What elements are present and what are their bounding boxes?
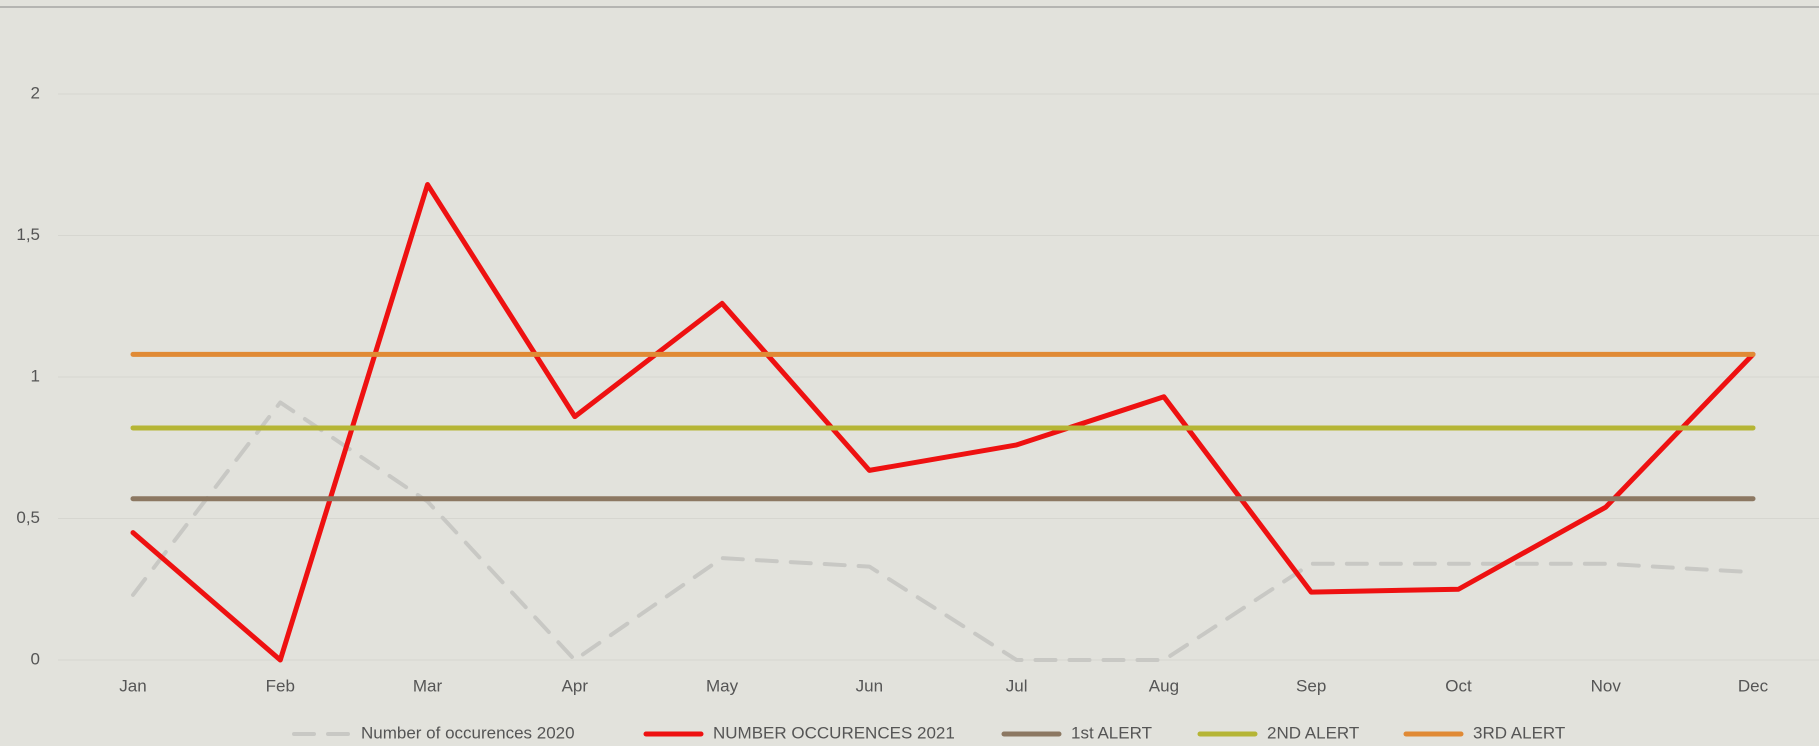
legend-label: 3RD ALERT (1473, 723, 1565, 742)
legend-label: 2ND ALERT (1267, 723, 1359, 742)
x-tick-label: Feb (266, 676, 295, 695)
y-tick-label: 1,5 (16, 225, 40, 244)
y-tick-label: 2 (31, 83, 40, 102)
x-tick-label: May (706, 676, 739, 695)
legend-label: Number of occurences 2020 (361, 723, 575, 742)
x-tick-label: Jul (1006, 676, 1028, 695)
x-tick-label: Mar (413, 676, 443, 695)
y-tick-label: 1 (31, 366, 40, 385)
legend-label: 1st ALERT (1071, 723, 1152, 742)
series-line (131, 400, 1755, 662)
x-tick-label: Nov (1591, 676, 1622, 695)
x-tick-label: Oct (1445, 676, 1472, 695)
x-tick-label: Sep (1296, 676, 1326, 695)
x-tick-label: Aug (1149, 676, 1179, 695)
y-tick-label: 0,5 (16, 508, 40, 527)
y-tick-label: 0 (31, 649, 40, 668)
series-line (130, 182, 1756, 663)
x-tick-label: Jan (119, 676, 146, 695)
legend-label: NUMBER OCCURENCES 2021 (713, 723, 955, 742)
x-tick-label: Apr (562, 676, 589, 695)
x-tick-label: Jun (856, 676, 883, 695)
x-tick-label: Dec (1738, 676, 1769, 695)
